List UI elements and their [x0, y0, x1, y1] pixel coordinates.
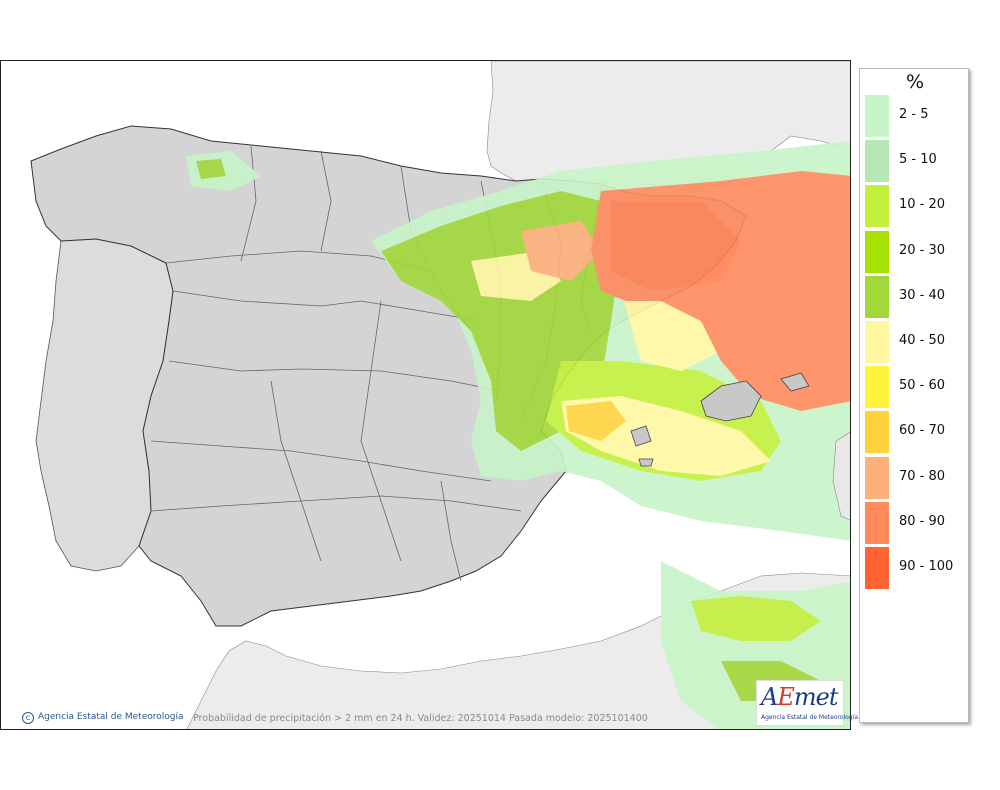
legend-item: 40 - 50 — [863, 321, 967, 363]
legend-label: 40 - 50 — [899, 333, 946, 348]
legend-swatch — [865, 366, 889, 409]
legend-swatch — [865, 95, 889, 137]
legend-item: 80 - 90 — [863, 501, 967, 544]
forecast-map — [0, 60, 851, 730]
legend-item: 50 - 60 — [863, 366, 967, 409]
legend-swatch — [865, 321, 889, 363]
legend-item: 2 - 5 — [863, 95, 967, 137]
aemet-logo-mark: AEmet — [761, 683, 838, 711]
legend-swatch — [865, 547, 889, 589]
legend-label: 20 - 30 — [899, 242, 946, 258]
legend-item: 90 - 100 — [863, 547, 967, 589]
legend-swatch — [865, 501, 889, 544]
copyright-icon: c — [22, 712, 34, 724]
legend-label: 80 - 90 — [899, 513, 946, 529]
legend-label: 50 - 60 — [899, 378, 946, 394]
agency-credit: c Agencia Estatal de Meteorología — [22, 712, 184, 724]
legend-label: 60 - 70 — [899, 423, 946, 439]
precipitation-overlay — [186, 141, 850, 729]
legend-item: 10 - 20 — [863, 185, 967, 228]
legend-swatch — [865, 185, 889, 228]
map-caption: Probabilidad de precipitación > 2 mm en … — [193, 713, 648, 724]
legend-swatch — [865, 275, 889, 318]
agency-credit-text: Agencia Estatal de Meteorología — [38, 712, 184, 722]
legend-label: 70 - 80 — [899, 468, 946, 484]
legend-item: 70 - 80 — [863, 456, 967, 499]
legend-label: 10 - 20 — [899, 197, 946, 213]
legend-swatch — [865, 456, 889, 499]
aemet-logo-subtitle: Agencia Estatal de Meteorología — [761, 714, 858, 721]
legend-label: 90 - 100 — [899, 559, 954, 574]
legend-item: 30 - 40 — [863, 275, 967, 318]
legend-item: 20 - 30 — [863, 230, 967, 273]
legend-label: 2 - 5 — [899, 107, 929, 122]
legend-label: 30 - 40 — [899, 287, 946, 303]
aemet-logo: AEmet Agencia Estatal de Meteorología — [756, 680, 858, 726]
sardinia-land — [832, 431, 850, 521]
legend-label: 5 - 10 — [899, 152, 937, 168]
legend-title: % — [905, 71, 925, 93]
legend-swatch — [865, 140, 889, 183]
legend-swatch — [865, 411, 889, 454]
balearic-islands — [630, 372, 810, 467]
legend-swatch — [865, 230, 889, 273]
map-canvas — [1, 61, 850, 729]
legend-item: 60 - 70 — [863, 411, 967, 454]
legend-item: 5 - 10 — [863, 140, 967, 183]
legend-panel: % 2 - 5 5 - 10 10 - 20 20 - 30 30 - 40 40 - 5… — [859, 68, 969, 723]
